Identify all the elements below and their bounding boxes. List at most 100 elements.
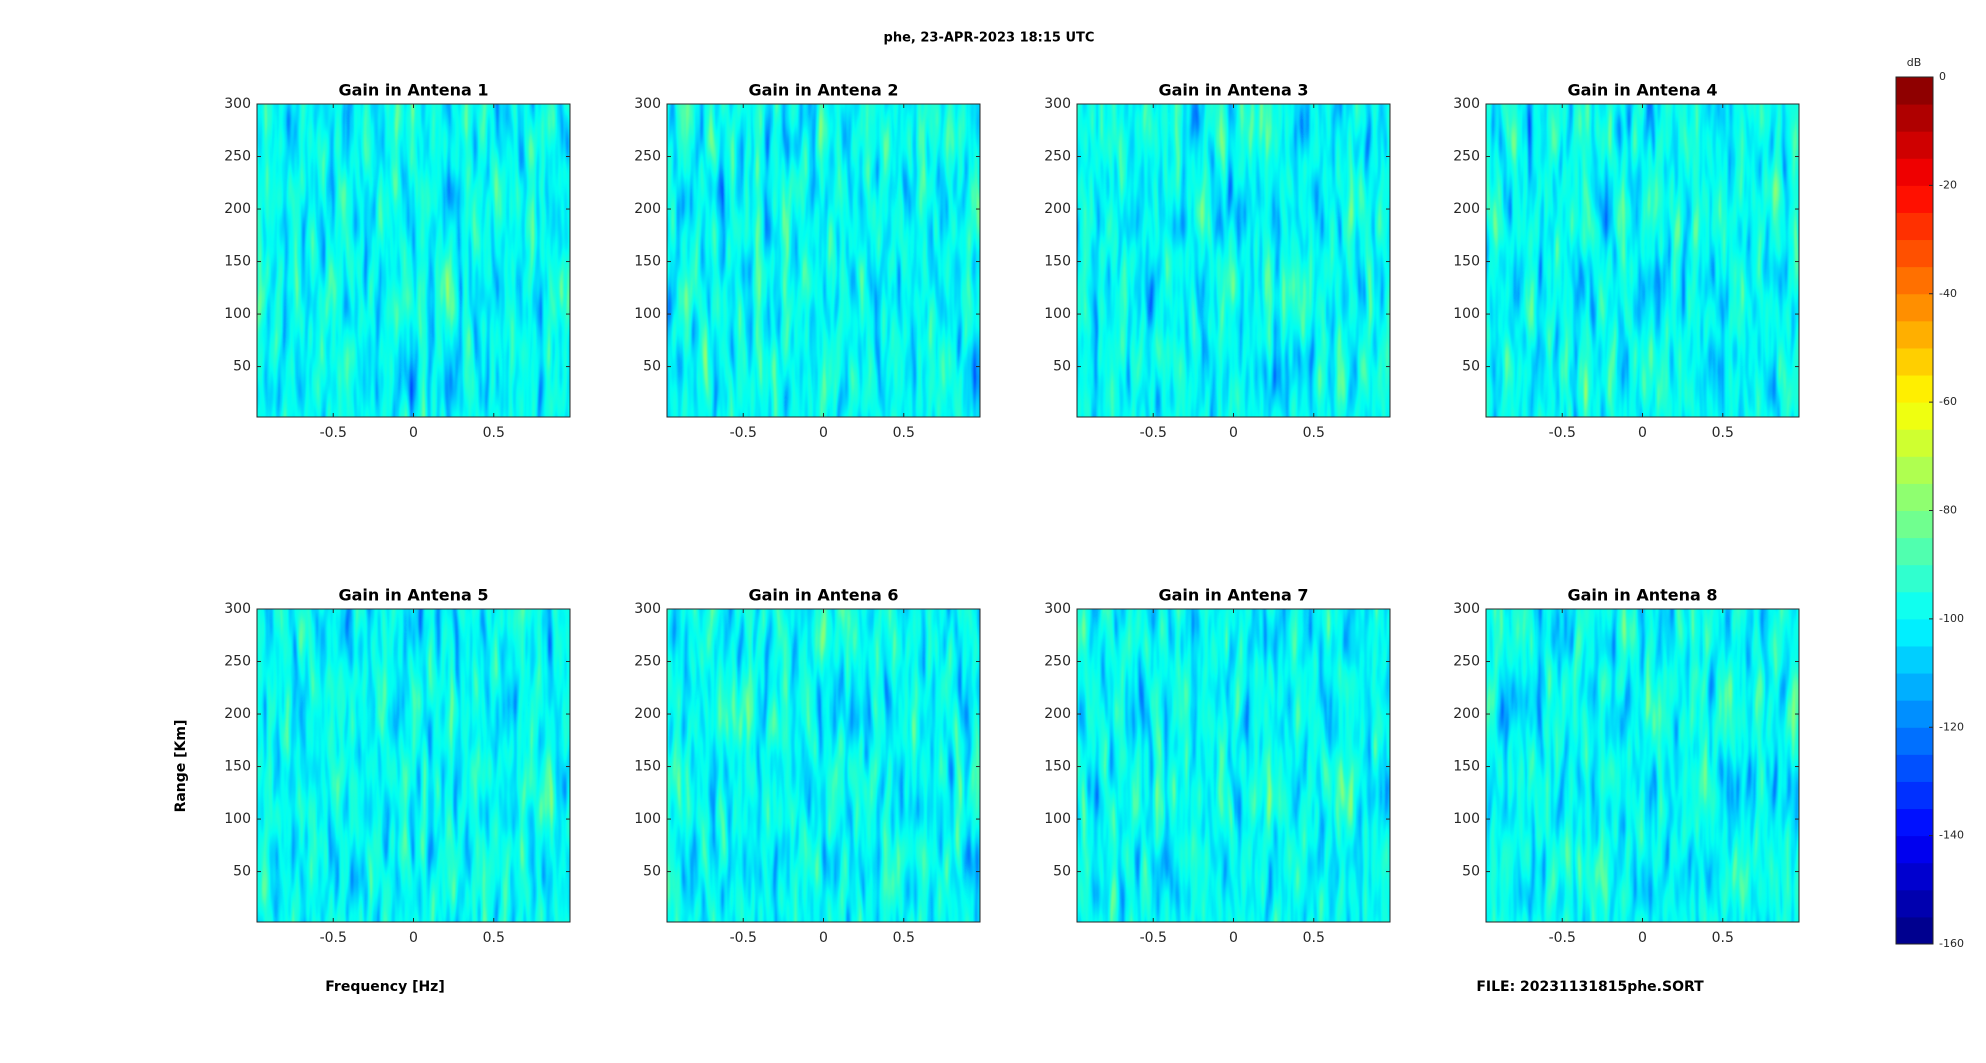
colorbar-swatch (1896, 158, 1933, 186)
panel-title: Gain in Antena 5 (339, 586, 489, 605)
y-tick-label: 150 (634, 254, 661, 270)
colorbar-swatch (1896, 700, 1933, 728)
x-tick-label: 0.5 (1303, 930, 1325, 946)
y-tick-label: 150 (1453, 254, 1480, 270)
x-axis-label: Frequency [Hz] (325, 979, 444, 995)
colorbar-swatch (1896, 808, 1933, 837)
y-tick-label: 300 (1453, 601, 1480, 617)
colorbar-swatch (1896, 835, 1933, 864)
y-tick-label: 200 (1044, 706, 1071, 722)
heatmap-texture (1077, 609, 1390, 922)
y-tick-label: 200 (224, 706, 251, 722)
y-tick-label: 50 (643, 359, 661, 375)
x-tick-label: 0.5 (1712, 425, 1734, 441)
colorbar-swatch (1896, 591, 1933, 620)
y-tick-label: 300 (1044, 96, 1071, 112)
colorbar-swatch (1896, 510, 1933, 539)
panel: Gain in Antena 7 -0.5 0 0.5 50 100 150 200 250 30… (1044, 586, 1391, 946)
panel-title: Gain in Antena 4 (1568, 81, 1718, 100)
colorbar-swatch (1896, 375, 1933, 403)
x-tick-label: -0.5 (1549, 425, 1576, 441)
y-tick-label: 100 (1044, 811, 1071, 827)
panel: Gain in Antena 3 -0.5 0 0.5 50 100 150 200 250 30… (1044, 81, 1391, 441)
x-tick-label: 0 (1638, 930, 1647, 946)
x-tick-label: -0.5 (320, 425, 347, 441)
y-tick-label: 250 (224, 149, 251, 165)
colorbar-swatch (1896, 754, 1933, 782)
colorbar-tick-label: -20 (1939, 178, 1957, 191)
colorbar-tick-label: -160 (1939, 937, 1964, 950)
colorbar-swatch (1896, 131, 1933, 159)
panel-title: Gain in Antena 1 (339, 81, 489, 100)
y-tick-label: 250 (634, 654, 661, 670)
y-tick-label: 150 (224, 254, 251, 270)
x-tick-label: 0.5 (893, 425, 915, 441)
colorbar-tick-label: -40 (1939, 287, 1957, 300)
colorbar-label: dB (1907, 56, 1922, 69)
colorbar-swatch (1896, 239, 1933, 268)
y-tick-label: 250 (224, 654, 251, 670)
y-tick-label: 100 (634, 811, 661, 827)
y-tick-label: 300 (224, 601, 251, 617)
x-tick-label: -0.5 (1549, 930, 1576, 946)
panel-title: Gain in Antena 3 (1159, 81, 1309, 100)
y-tick-label: 150 (1453, 759, 1480, 775)
x-tick-label: -0.5 (1140, 930, 1167, 946)
x-tick-label: 0 (1229, 425, 1238, 441)
y-tick-label: 200 (1453, 706, 1480, 722)
colorbar-swatch (1896, 781, 1933, 810)
colorbar-swatch (1896, 320, 1933, 349)
panel-title: Gain in Antena 7 (1159, 586, 1309, 605)
x-tick-label: 0.5 (1303, 425, 1325, 441)
heatmap-texture (1486, 104, 1799, 417)
y-tick-label: 150 (634, 759, 661, 775)
colorbar-swatch (1896, 727, 1933, 755)
colorbar-tick-label: 0 (1939, 70, 1946, 83)
heatmap-texture (257, 609, 570, 922)
y-tick-label: 250 (1453, 149, 1480, 165)
y-tick-label: 50 (233, 359, 251, 375)
y-tick-label: 250 (1453, 654, 1480, 670)
colorbar-swatch (1896, 483, 1933, 511)
x-tick-label: 0 (1638, 425, 1647, 441)
x-tick-label: 0.5 (483, 425, 505, 441)
colorbar-tick-label: -80 (1939, 504, 1957, 517)
y-tick-label: 100 (1044, 306, 1071, 322)
colorbar-swatch (1896, 212, 1933, 241)
colorbar-swatch (1896, 862, 1933, 891)
x-tick-label: 0 (409, 930, 418, 946)
heatmap-texture (257, 104, 570, 417)
colorbar-swatch (1896, 916, 1933, 945)
heatmap-texture (1486, 609, 1799, 922)
y-tick-label: 50 (233, 864, 251, 880)
colorbar-swatch (1896, 266, 1933, 295)
y-tick-label: 50 (643, 864, 661, 880)
y-tick-label: 100 (634, 306, 661, 322)
y-tick-label: 150 (224, 759, 251, 775)
colorbar-swatch (1896, 402, 1933, 430)
y-tick-label: 100 (1453, 811, 1480, 827)
y-tick-label: 50 (1053, 359, 1071, 375)
colorbar-swatch (1896, 618, 1933, 647)
y-axis-label: Range [Km] (173, 720, 189, 813)
panel-title: Gain in Antena 6 (749, 586, 899, 605)
x-tick-label: -0.5 (730, 930, 757, 946)
x-tick-label: 0 (1229, 930, 1238, 946)
heatmap-texture (667, 609, 980, 922)
colorbar-swatch (1896, 185, 1933, 213)
x-tick-label: 0 (819, 425, 828, 441)
panel: Gain in Antena 4 -0.5 0 0.5 50 100 150 200 250 30… (1453, 81, 1800, 441)
y-tick-label: 50 (1462, 359, 1480, 375)
y-tick-label: 200 (224, 201, 251, 217)
x-tick-label: -0.5 (1140, 425, 1167, 441)
panel: Gain in Antena 1 -0.5 0 0.5 50 100 150 200 250 30… (224, 81, 571, 441)
x-tick-label: 0 (409, 425, 418, 441)
colorbar-swatch (1896, 347, 1933, 376)
panel: Gain in Antena 8 -0.5 0 0.5 50 100 150 200 250 30… (1453, 586, 1800, 946)
x-tick-label: -0.5 (730, 425, 757, 441)
x-tick-label: 0.5 (893, 930, 915, 946)
y-tick-label: 200 (634, 706, 661, 722)
colorbar-swatch (1896, 889, 1933, 918)
